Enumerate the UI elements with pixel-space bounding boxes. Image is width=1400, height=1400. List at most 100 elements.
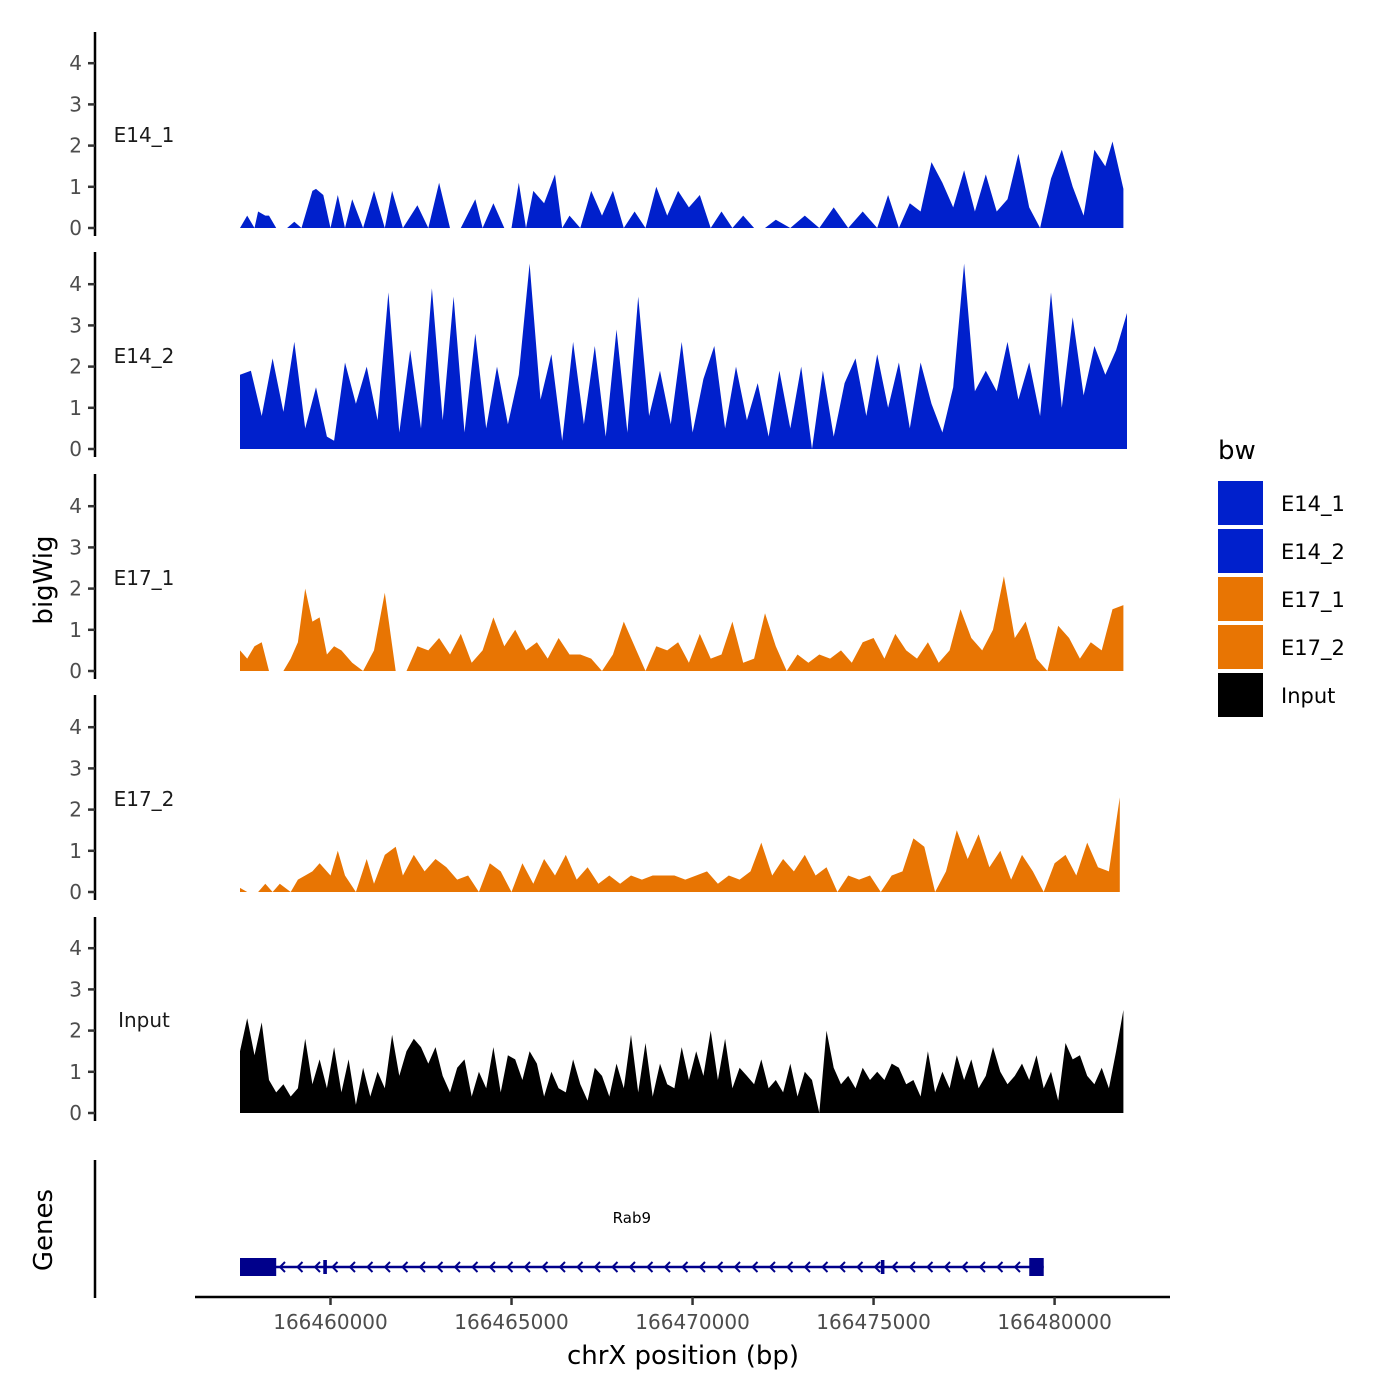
track-4-y-tick-label: 4 — [69, 936, 82, 960]
track-1-y-tick-label: 3 — [69, 313, 82, 337]
strand-arrow-icon — [558, 1261, 566, 1273]
strand-arrow-icon — [908, 1261, 916, 1273]
strand-arrow-icon — [506, 1261, 514, 1273]
strand-arrow-icon — [576, 1261, 584, 1273]
track-0-y-tick-label: 3 — [69, 92, 82, 116]
legend-swatch-e17_1 — [1218, 577, 1263, 621]
track-label-e17_1: E17_1 — [114, 566, 175, 590]
strand-arrow-icon — [996, 1261, 1004, 1273]
strand-arrow-icon — [768, 1261, 776, 1273]
x-tick-label: 166480000 — [997, 1310, 1112, 1334]
legend-swatch-e14_2 — [1218, 529, 1263, 573]
x-tick-label: 166465000 — [454, 1310, 569, 1334]
strand-arrow-icon — [453, 1261, 461, 1273]
track-2-y-tick-label: 4 — [69, 494, 82, 518]
track-4-y-tick-label: 0 — [69, 1101, 82, 1125]
legend-label-input: Input — [1281, 684, 1335, 708]
strand-arrow-icon — [611, 1261, 619, 1273]
track-3-y-tick-label: 2 — [69, 798, 82, 822]
strand-arrow-icon — [296, 1261, 304, 1273]
track-1-y-tick-label: 4 — [69, 272, 82, 296]
gene-label-rab9: Rab9 — [613, 1209, 651, 1227]
strand-arrow-icon — [593, 1261, 601, 1273]
track-1-y-tick-label: 2 — [69, 355, 82, 379]
strand-arrow-icon — [383, 1261, 391, 1273]
track-2-y-tick-label: 0 — [69, 659, 82, 683]
area-series-e14_1 — [240, 141, 1124, 228]
legend-title: bw — [1218, 436, 1256, 466]
area-series-e14_2 — [240, 263, 1127, 449]
track-label-e14_1: E14_1 — [114, 123, 175, 147]
area-series-input — [240, 1010, 1124, 1113]
track-4-y-tick-label: 3 — [69, 977, 82, 1001]
track-label-e17_2: E17_2 — [114, 787, 175, 811]
strand-arrow-icon — [786, 1261, 794, 1273]
area-series-e17_2 — [240, 797, 1120, 892]
strand-arrow-icon — [926, 1261, 934, 1273]
track-label-input: Input — [118, 1008, 170, 1032]
legend-label-e14_1: E14_1 — [1281, 492, 1345, 517]
strand-arrow-icon — [628, 1261, 636, 1273]
track-2-y-tick-label: 2 — [69, 577, 82, 601]
track-0-y-tick-label: 2 — [69, 134, 82, 158]
y-axis-title: bigWig — [29, 535, 59, 624]
legend-swatch-e14_1 — [1218, 481, 1263, 525]
strand-arrow-icon — [471, 1261, 479, 1273]
x-tick-label: 166470000 — [635, 1310, 750, 1334]
strand-arrow-icon — [681, 1261, 689, 1273]
strand-arrow-icon — [978, 1261, 986, 1273]
track-3-y-tick-label: 1 — [69, 839, 82, 863]
strand-arrow-icon — [856, 1261, 864, 1273]
gene-exon — [1029, 1258, 1044, 1276]
track-3-y-tick-label: 3 — [69, 756, 82, 780]
track-4-y-tick-label: 1 — [69, 1060, 82, 1084]
strand-arrow-icon — [891, 1261, 899, 1273]
track-1-y-tick-label: 1 — [69, 396, 82, 420]
legend-label-e17_2: E17_2 — [1281, 636, 1345, 661]
track-0-y-tick-label: 1 — [69, 175, 82, 199]
strand-arrow-icon — [436, 1261, 444, 1273]
x-tick-label: 166460000 — [273, 1310, 388, 1334]
strand-arrow-icon — [541, 1261, 549, 1273]
x-tick-label: 166475000 — [816, 1310, 931, 1334]
legend-label-e14_2: E14_2 — [1281, 540, 1345, 565]
strand-arrow-icon — [663, 1261, 671, 1273]
strand-arrow-icon — [961, 1261, 969, 1273]
track-2-y-tick-label: 1 — [69, 618, 82, 642]
strand-arrow-icon — [401, 1261, 409, 1273]
strand-arrow-icon — [943, 1261, 951, 1273]
strand-arrow-icon — [873, 1261, 881, 1273]
gene-exon — [323, 1260, 327, 1274]
genes-panel-title: Genes — [29, 1189, 59, 1271]
strand-arrow-icon — [418, 1261, 426, 1273]
track-2-y-tick-label: 3 — [69, 535, 82, 559]
track-4-y-tick-label: 2 — [69, 1019, 82, 1043]
legend-label-e17_1: E17_1 — [1281, 588, 1345, 613]
strand-arrow-icon — [698, 1261, 706, 1273]
track-0-y-tick-label: 0 — [69, 216, 82, 240]
track-3-y-tick-label: 0 — [69, 880, 82, 904]
track-label-e14_2: E14_2 — [114, 344, 175, 368]
strand-arrow-icon — [838, 1261, 846, 1273]
strand-arrow-icon — [821, 1261, 829, 1273]
gene-exon — [880, 1260, 885, 1274]
strand-arrow-icon — [348, 1261, 356, 1273]
strand-arrow-icon — [523, 1261, 531, 1273]
strand-arrow-icon — [716, 1261, 724, 1273]
gene-exon — [240, 1258, 277, 1276]
strand-arrow-icon — [278, 1261, 286, 1273]
area-series-e17_1 — [240, 576, 1124, 671]
track-1-y-tick-label: 0 — [69, 437, 82, 461]
strand-arrow-icon — [646, 1261, 654, 1273]
strand-arrow-icon — [313, 1261, 321, 1273]
legend-swatch-input — [1218, 673, 1263, 717]
track-3-y-tick-label: 4 — [69, 715, 82, 739]
legend-swatch-e17_2 — [1218, 625, 1263, 669]
x-axis-title: chrX position (bp) — [567, 1341, 799, 1371]
strand-arrow-icon — [733, 1261, 741, 1273]
track-0-y-tick-label: 4 — [69, 51, 82, 75]
strand-arrow-icon — [331, 1261, 339, 1273]
strand-arrow-icon — [1013, 1261, 1021, 1273]
